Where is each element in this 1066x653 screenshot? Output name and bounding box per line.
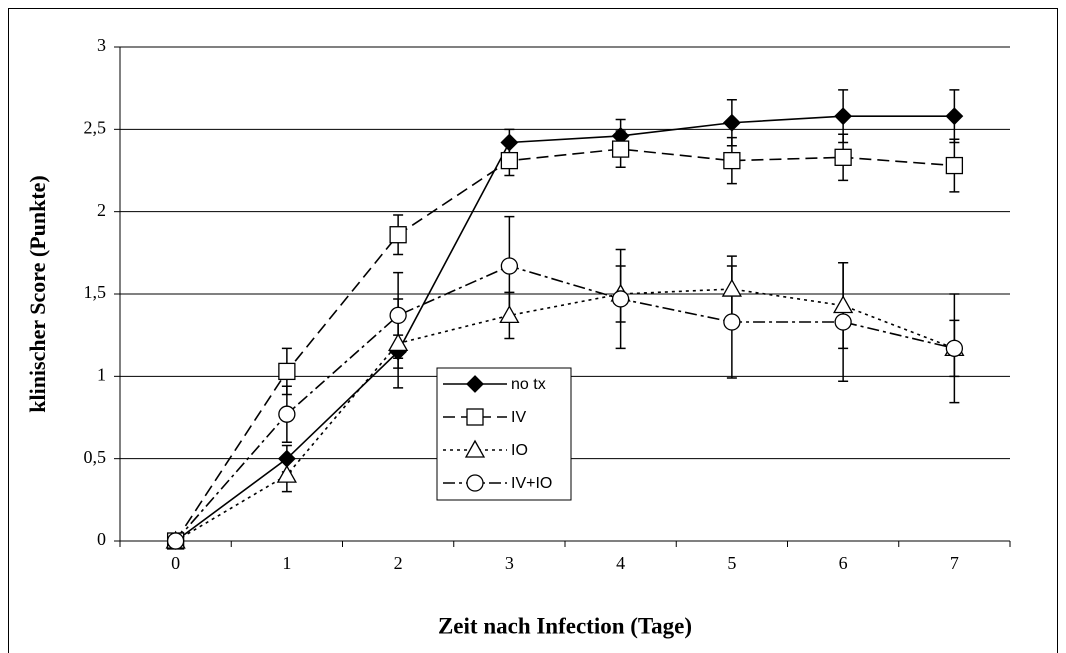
marker — [466, 474, 484, 492]
y-tick-label: 2,5 — [84, 117, 107, 137]
marker — [389, 226, 407, 244]
y-tick-label: 1,5 — [84, 282, 107, 302]
marker — [945, 339, 964, 357]
y-tick-label: 2 — [97, 200, 106, 220]
marker — [500, 133, 519, 152]
marker — [721, 278, 742, 297]
x-tick-label: 2 — [394, 553, 403, 573]
x-tick-label: 1 — [282, 553, 291, 573]
legend-label: IO — [511, 442, 528, 459]
marker — [389, 306, 407, 325]
y-tick-label: 3 — [97, 35, 106, 55]
chart-frame — [8, 8, 1058, 653]
x-axis-label: Zeit nach Infection (Tage) — [438, 613, 692, 638]
series-line — [174, 148, 955, 542]
marker — [166, 532, 185, 550]
marker — [723, 313, 741, 331]
legend-label: IV+IO — [511, 475, 552, 492]
marker — [945, 107, 964, 126]
marker — [466, 408, 484, 426]
marker — [464, 439, 486, 458]
x-tick-label: 3 — [505, 553, 514, 573]
y-tick-label: 0 — [97, 529, 106, 549]
marker — [834, 107, 853, 126]
x-tick-label: 6 — [839, 553, 848, 573]
legend: no tx IV IO IV+IO — [436, 367, 572, 501]
marker — [500, 151, 519, 170]
marker — [834, 148, 852, 166]
x-tick-label: 0 — [171, 553, 180, 573]
y-tick-label: 1 — [97, 364, 106, 384]
marker — [278, 405, 296, 423]
marker — [945, 156, 964, 175]
x-tick-label: 7 — [950, 553, 959, 573]
y-axis-label: klinischer Score (Punkte) — [25, 175, 50, 413]
legend-box — [436, 367, 572, 501]
marker — [499, 305, 520, 324]
marker — [466, 375, 484, 393]
marker — [834, 313, 852, 331]
marker — [278, 362, 296, 381]
marker — [611, 290, 630, 308]
x-tick-label: 5 — [727, 553, 736, 573]
marker — [500, 257, 519, 275]
x-tick-label: 4 — [616, 553, 625, 573]
marker — [833, 295, 854, 314]
series-line — [175, 265, 955, 542]
y-tick-label: 0,5 — [84, 447, 107, 467]
marker — [723, 151, 741, 170]
marker — [388, 333, 409, 352]
legend-label: IV — [511, 409, 526, 426]
marker — [722, 113, 741, 132]
series-line — [175, 115, 955, 542]
legend-label: no tx — [511, 376, 546, 393]
marker — [611, 140, 630, 158]
marker — [276, 464, 297, 483]
